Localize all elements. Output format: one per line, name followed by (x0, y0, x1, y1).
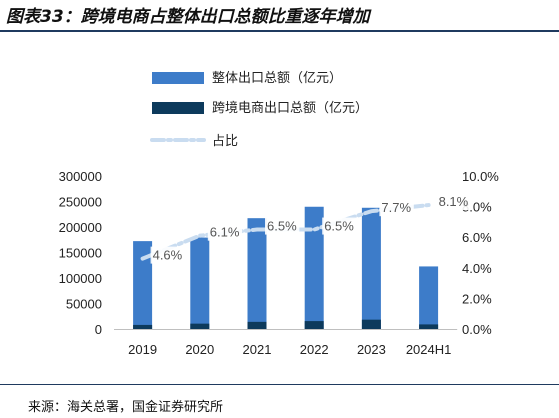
bar-total (304, 206, 324, 329)
point-label-bg (322, 217, 357, 235)
x-tick-label: 2021 (243, 342, 272, 357)
point-label-bg (379, 199, 414, 217)
bar-total (361, 207, 381, 329)
bar-total (133, 241, 153, 329)
point-label-bg (436, 193, 471, 211)
point-label-bg (265, 217, 300, 235)
chart-title: 图表33：跨境电商占整体出口总额比重逐年增加 (6, 7, 370, 27)
share-line-group: 4.6% 6.1% 6.5% 6.5% 7.7% 8.1% (140, 193, 471, 264)
left-tick-label: 0 (95, 322, 102, 337)
point-label: 7.7% (381, 200, 411, 215)
bar-total (190, 237, 210, 329)
left-tick-label: 150000 (59, 246, 102, 261)
bar-group (133, 206, 439, 329)
left-tick-label: 100000 (59, 271, 102, 286)
chart-legend: 整体出口总额（亿元） 跨境电商出口总额（亿元） 占比 (150, 70, 368, 148)
left-axis: 0 50000 100000 150000 200000 250000 300000 (59, 169, 102, 337)
legend-label-total: 整体出口总额（亿元） (212, 70, 342, 85)
left-tick-label: 300000 (59, 169, 102, 184)
x-axis: 2019 2020 2021 2022 2023 2024H1 (114, 329, 458, 357)
source-divider (0, 384, 559, 385)
point-label: 4.6% (153, 248, 183, 263)
x-tick-label: 2022 (300, 342, 329, 357)
x-tick-label: 2020 (185, 342, 214, 357)
x-tick-label: 2024H1 (406, 342, 452, 357)
bar-cross-border (133, 324, 153, 329)
title-divider (0, 30, 559, 32)
source-note: 来源：海关总署，国金证券研究所 (28, 400, 224, 415)
left-tick-label: 250000 (59, 195, 102, 210)
point-label: 6.1% (210, 225, 240, 240)
bar-cross-border (247, 321, 267, 329)
x-tick-label: 2019 (128, 342, 157, 357)
point-label: 6.5% (324, 219, 354, 234)
right-tick-label: 10.0% (462, 169, 499, 184)
right-tick-label: 0.0% (462, 322, 492, 337)
bar-cross-border (190, 323, 210, 329)
bar-total (419, 266, 439, 329)
bar-cross-border (304, 321, 324, 329)
point-label-bg (207, 223, 243, 241)
bar-total (247, 218, 267, 329)
right-tick-label: 6.0% (462, 230, 492, 245)
point-label-bg (150, 246, 185, 264)
left-tick-label: 50000 (66, 297, 102, 312)
left-tick-label: 200000 (59, 220, 102, 235)
chart-area: 整体出口总额（亿元） 跨境电商出口总额（亿元） 占比 0 50000 100000 150… (59, 70, 500, 357)
right-tick-label: 4.0% (462, 261, 492, 276)
point-label: 8.1% (439, 194, 469, 209)
legend-swatch-cross-border (152, 102, 204, 114)
bar-cross-border (419, 324, 439, 329)
point-label: 6.5% (267, 219, 297, 234)
right-tick-label: 2.0% (462, 291, 492, 306)
x-tick-label: 2023 (357, 342, 386, 357)
legend-label-cross-border: 跨境电商出口总额（亿元） (212, 100, 368, 115)
bar-cross-border (361, 319, 381, 329)
legend-swatch-total (152, 72, 204, 84)
legend-label-share: 占比 (212, 133, 238, 148)
